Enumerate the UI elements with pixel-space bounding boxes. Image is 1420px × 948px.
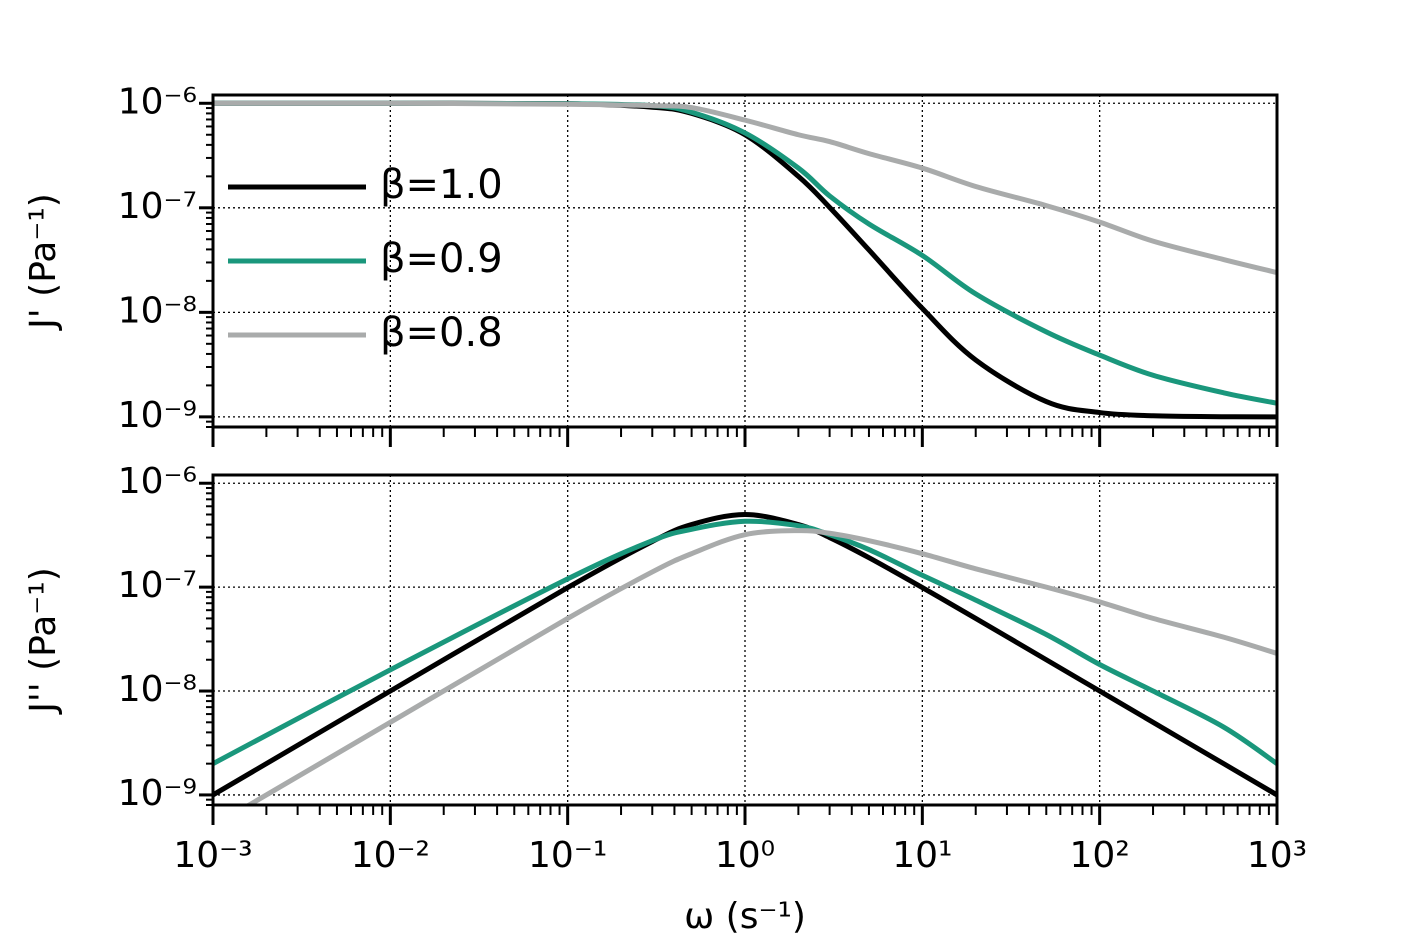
plot-frame xyxy=(211,473,1279,807)
y-tick-label: 10⁻⁹ xyxy=(118,395,197,436)
x-tick-label: 10⁻² xyxy=(351,835,430,876)
series-line xyxy=(213,512,1277,798)
series-line xyxy=(213,100,1277,276)
y-axis-title: J' (Pa⁻¹) xyxy=(23,193,64,331)
y-tick-label: 10⁻⁶ xyxy=(118,81,197,122)
x-tick-label: 10² xyxy=(1070,835,1130,876)
series-line xyxy=(213,100,1277,406)
plot-area xyxy=(213,512,1277,805)
x-tick-label: 10⁻¹ xyxy=(528,835,607,876)
y-tick-label: 10⁻⁷ xyxy=(118,186,197,227)
x-tick-label: 10³ xyxy=(1247,835,1307,876)
x-tick-label: 10⁰ xyxy=(715,835,775,876)
y-tick-label: 10⁻⁶ xyxy=(118,461,197,502)
x-tick-label: 10⁻³ xyxy=(173,835,252,876)
legend-label: β=0.9 xyxy=(380,236,503,282)
legend-label: β=0.8 xyxy=(380,310,503,356)
y-tick-label: 10⁻⁹ xyxy=(118,773,197,814)
y-tick-label: 10⁻⁸ xyxy=(118,290,197,331)
series-line xyxy=(213,518,1277,766)
series-line xyxy=(244,528,1277,805)
x-axis-title: ω (s⁻¹) xyxy=(684,896,806,937)
legend-label: β=1.0 xyxy=(380,162,503,208)
y-tick-label: 10⁻⁷ xyxy=(118,565,197,606)
plot-frame xyxy=(211,93,1279,429)
y-axis-title: J'' (Pa⁻¹) xyxy=(23,567,64,715)
x-tick-label: 10¹ xyxy=(892,835,952,876)
y-tick-label: 10⁻⁸ xyxy=(118,669,197,710)
plot-area xyxy=(213,100,1277,420)
